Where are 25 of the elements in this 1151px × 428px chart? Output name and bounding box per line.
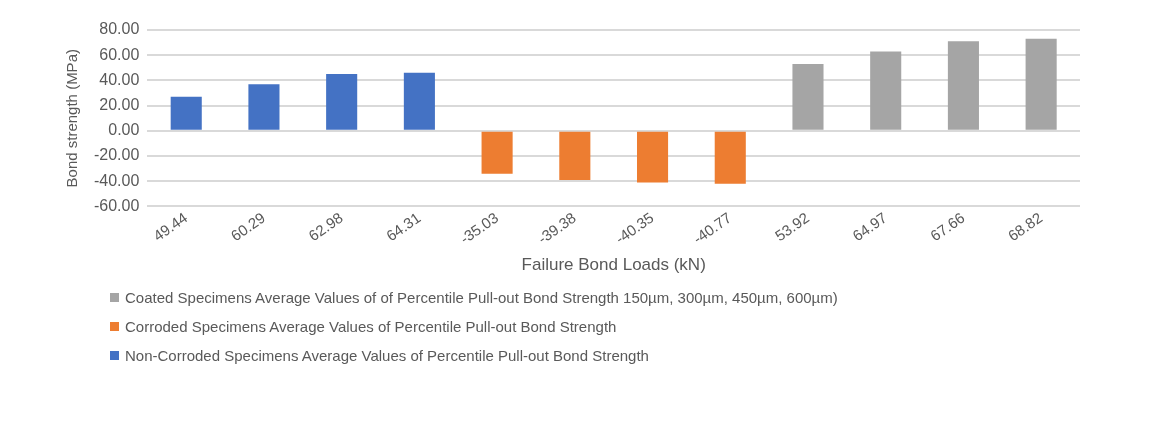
bar — [1025, 38, 1057, 130]
bar — [947, 41, 979, 130]
y-tick-label: -40.00 — [93, 171, 140, 189]
legend-label: Non-Corroded Specimens Average Values of Percentile Pull-out Bond Strength — [125, 346, 649, 365]
y-tick-label: -20.00 — [93, 146, 140, 164]
y-tick-label: 60.00 — [99, 45, 140, 63]
bar — [792, 64, 824, 130]
y-tick-label: 0.00 — [108, 121, 140, 139]
y-tick-label: 80.00 — [99, 20, 140, 38]
bar — [481, 131, 513, 174]
bar — [403, 72, 435, 130]
bar — [714, 131, 746, 184]
legend-label: Coated Specimens Average Values of of Percentile Pull-out Bond Strength 150µm, 300µm, 450µm, 600µm) — [125, 288, 838, 307]
y-tick-label: 20.00 — [99, 96, 140, 114]
x-axis-title: Failure Bond Loads (kN) — [521, 255, 706, 275]
bar — [170, 96, 202, 130]
legend-label: Corroded Specimens Average Values of Percentile Pull-out Bond Strength — [125, 317, 617, 336]
bar — [559, 131, 591, 180]
bar — [870, 51, 902, 130]
y-axis-title: Bond strength (MPa) — [63, 49, 81, 188]
y-tick-label: 40.00 — [99, 70, 140, 88]
bar — [326, 74, 358, 130]
bar — [637, 131, 669, 183]
y-tick-label: -60.00 — [93, 196, 140, 214]
bar — [248, 84, 280, 130]
